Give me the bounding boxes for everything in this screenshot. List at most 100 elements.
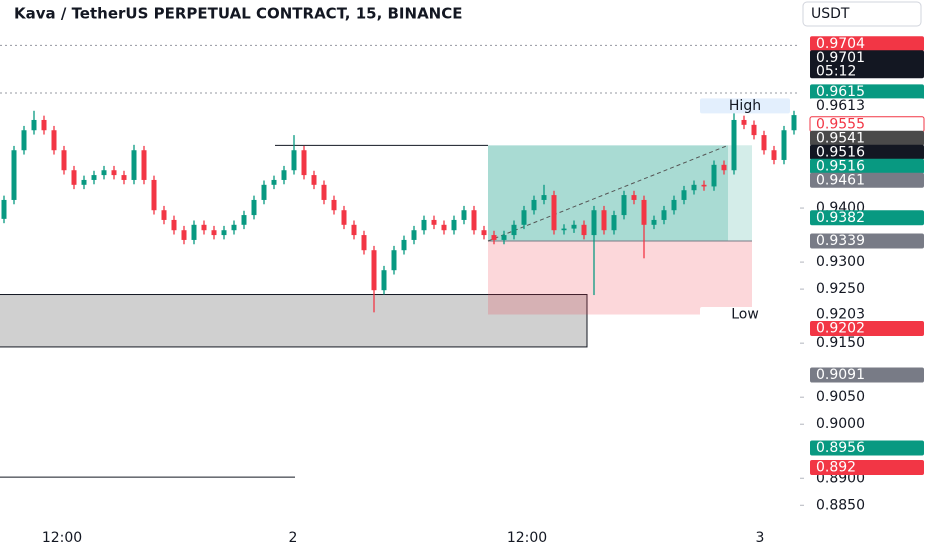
candle-body — [601, 210, 607, 231]
candle-body — [41, 119, 47, 131]
candle-body — [461, 210, 467, 220]
price-axis: 0.94000.93000.92500.91500.90500.90000.89… — [700, 36, 925, 513]
candle-body — [691, 184, 697, 191]
candle-body — [161, 210, 167, 220]
y-tick-label: 0.9150 — [816, 335, 865, 351]
zone-box — [0, 294, 588, 348]
price-badge — [810, 98, 924, 114]
y-tick-label: 0.9250 — [816, 281, 865, 297]
price-badge — [810, 84, 924, 100]
price-badge-label: 0.9704 — [816, 36, 865, 52]
price-badge-label: 0.9615 — [816, 84, 865, 100]
price-badge — [810, 440, 924, 456]
candle-body — [61, 150, 67, 171]
price-badge — [810, 144, 924, 160]
candle-body — [711, 164, 717, 187]
price-badge-label: 0.9516 — [816, 144, 865, 160]
y-tick-label: 0.9000 — [816, 416, 865, 432]
candle-body — [261, 184, 267, 200]
candle-body — [651, 219, 657, 225]
candle-body — [781, 130, 787, 160]
price-badge-label: 0.9701 — [816, 50, 865, 66]
candle-body — [11, 150, 17, 200]
candle-body — [561, 228, 567, 231]
chart-title: Kava / TetherUS PERPETUAL CONTRACT, 15, … — [14, 5, 462, 23]
price-badge-label: 0.9555 — [816, 116, 865, 132]
candle-body — [671, 199, 677, 211]
tag-label: High — [729, 98, 761, 114]
candle-body — [431, 219, 437, 225]
candle-body — [441, 224, 447, 231]
candle-body — [351, 224, 357, 236]
candle-body — [341, 210, 347, 225]
candle-body — [31, 119, 37, 131]
price-badge — [810, 36, 924, 52]
currency-label[interactable]: USDT — [811, 6, 850, 22]
candle-body — [631, 195, 637, 200]
candle-body — [201, 224, 207, 231]
candle-body — [501, 235, 507, 240]
price-badge — [810, 210, 924, 226]
candle-body — [591, 210, 597, 236]
candle-body — [731, 119, 737, 171]
candle-body — [551, 195, 557, 231]
candle-body — [331, 199, 337, 211]
candle-body — [701, 184, 707, 187]
candle-body — [121, 175, 127, 180]
candle-body — [541, 195, 547, 200]
candle-body — [571, 224, 577, 229]
candle-body — [51, 130, 57, 151]
price-badge-label: 0.9613 — [816, 98, 865, 114]
candle-body — [531, 199, 537, 211]
price-badge-label: 0.9461 — [816, 172, 865, 188]
candle-body — [581, 224, 587, 236]
trade-path — [487, 144, 729, 242]
candle-body — [751, 124, 757, 136]
price-badge — [810, 367, 924, 383]
price-badge-label: 0.892 — [816, 459, 856, 475]
x-tick-label: 12:00 — [42, 530, 82, 546]
price-badge-label: 0.9203 — [816, 307, 865, 323]
tag-label: Low — [731, 307, 759, 323]
candle-body — [301, 150, 307, 176]
candle-body — [771, 150, 777, 160]
candle-body — [641, 199, 647, 225]
candle-body — [91, 175, 97, 180]
price-badge — [810, 172, 924, 188]
candle-body — [181, 230, 187, 240]
price-badge — [810, 50, 924, 79]
price-badge-label: 0.9339 — [816, 233, 865, 249]
candle-body — [611, 215, 617, 231]
x-tick-label: 12:00 — [507, 530, 547, 546]
candle-body — [371, 250, 377, 291]
x-tick-label: 2 — [289, 530, 298, 546]
price-badge-label: 0.9382 — [816, 210, 865, 226]
candle-body — [271, 179, 277, 185]
price-badge-label: 0.9516 — [816, 158, 865, 174]
candle-body — [171, 219, 177, 231]
candle-body — [741, 119, 747, 125]
candle-body — [211, 230, 217, 236]
candle-body — [21, 130, 27, 151]
price-badge-label: 0.9202 — [816, 321, 865, 337]
profit-zone — [488, 145, 752, 242]
candle-body — [791, 115, 797, 131]
candle-body — [311, 175, 317, 185]
plot-area — [0, 44, 800, 478]
candle-body — [231, 224, 237, 231]
candle-body — [101, 170, 107, 176]
price-badge — [810, 321, 924, 337]
candle-body — [131, 150, 137, 180]
candle-body — [321, 184, 327, 200]
candle-body — [291, 150, 297, 171]
candle-body — [511, 224, 517, 236]
price-badge — [810, 307, 924, 323]
candle-body — [761, 135, 767, 151]
candle-body — [81, 179, 87, 185]
currency-button[interactable] — [802, 1, 922, 27]
candle-body — [401, 239, 407, 251]
y-tick-label: 0.9300 — [816, 254, 865, 270]
y-tick-label: 0.9050 — [816, 389, 865, 405]
x-tick-label: 3 — [756, 530, 765, 546]
